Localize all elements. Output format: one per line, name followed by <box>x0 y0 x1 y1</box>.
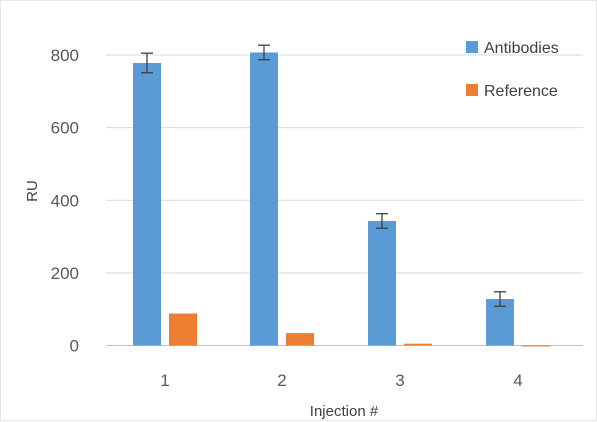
y-tick-label: 0 <box>70 337 79 356</box>
error-bar-antibodies-2 <box>258 44 270 61</box>
y-tick-label: 400 <box>51 191 79 210</box>
bar-antibodies-3 <box>368 220 396 346</box>
bar-reference-3 <box>404 343 432 346</box>
bar-reference-1 <box>169 313 197 346</box>
legend-label-antibodies: Antibodies <box>484 40 559 57</box>
bar-reference-4 <box>522 345 550 347</box>
x-axis-title: Injection # <box>310 403 379 420</box>
x-tick-label: 2 <box>277 371 286 390</box>
legend-swatch-reference <box>466 84 478 96</box>
error-bar-antibodies-4 <box>494 291 506 307</box>
x-axis-ticks: 1 2 3 4 <box>160 371 522 390</box>
y-axis-title: RU <box>24 180 41 202</box>
x-tick-label: 4 <box>513 371 522 390</box>
y-tick-label: 800 <box>51 46 79 65</box>
error-bar-antibodies-1 <box>141 52 153 74</box>
legend-label-reference: Reference <box>484 83 558 100</box>
y-tick-label: 200 <box>51 264 79 283</box>
bar-antibodies-2 <box>250 52 278 346</box>
y-tick-label: 600 <box>51 119 79 138</box>
bars-group <box>133 52 550 347</box>
error-bar-antibodies-3 <box>376 213 388 229</box>
x-tick-label: 1 <box>160 371 169 390</box>
legend-swatch-antibodies <box>466 41 478 53</box>
x-tick-label: 3 <box>395 371 404 390</box>
bar-reference-2 <box>286 333 314 346</box>
y-axis-ticks: 0 200 400 600 800 <box>51 46 79 356</box>
legend: Antibodies Reference <box>466 40 559 100</box>
bar-antibodies-1 <box>133 62 161 346</box>
error-bars-group <box>141 44 506 307</box>
